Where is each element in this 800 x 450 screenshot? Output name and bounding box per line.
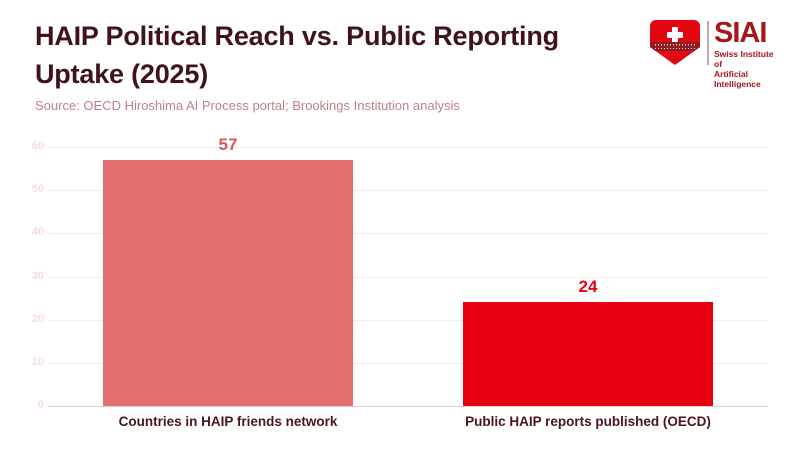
bar-value-label: 57 xyxy=(218,134,238,154)
page-title-line2: Uptake (2025) xyxy=(35,59,208,89)
y-tick-label: 20 xyxy=(31,312,44,325)
bar xyxy=(103,159,353,406)
swiss-shield-icon xyxy=(650,20,700,65)
gridline xyxy=(48,276,768,278)
logo-acronym: SIAI xyxy=(714,17,767,49)
logo-subtitle-line1: Swiss Institute of xyxy=(714,49,774,69)
source-note: Source: OECD Hiroshima AI Process portal… xyxy=(35,98,460,113)
category-label: Public HAIP reports published (OECD) xyxy=(465,414,711,429)
y-tick-label: 40 xyxy=(31,226,44,239)
y-tick-label: 50 xyxy=(31,183,44,196)
y-tick-label: 10 xyxy=(31,355,44,368)
page-title: HAIP Political Reach vs. Public Reportin… xyxy=(35,17,635,93)
y-tick-label: 0 xyxy=(37,399,44,411)
logo-subtitle-line2: Artificial Intelligence xyxy=(714,69,761,89)
gridline xyxy=(48,362,768,364)
logo-divider xyxy=(707,21,709,65)
page-title-line1: HAIP Political Reach vs. Public Reportin… xyxy=(35,21,559,51)
gridline xyxy=(48,147,768,148)
bar xyxy=(463,302,713,406)
siai-logo: SIAI Swiss Institute of Artificial Intel… xyxy=(648,18,778,89)
swiss-cross-icon xyxy=(667,32,683,38)
gridline xyxy=(48,233,768,235)
bar-value-label: 24 xyxy=(578,277,598,297)
x-axis-baseline xyxy=(48,406,768,407)
y-tick-label: 60 xyxy=(31,140,44,152)
gridline xyxy=(48,319,768,321)
gridline xyxy=(48,190,768,192)
category-label: Countries in HAIP friends network xyxy=(118,414,338,429)
logo-text: SIAI Swiss Institute of Artificial Intel… xyxy=(714,17,778,90)
shield-banner xyxy=(650,42,700,51)
y-tick-label: 30 xyxy=(31,269,44,282)
